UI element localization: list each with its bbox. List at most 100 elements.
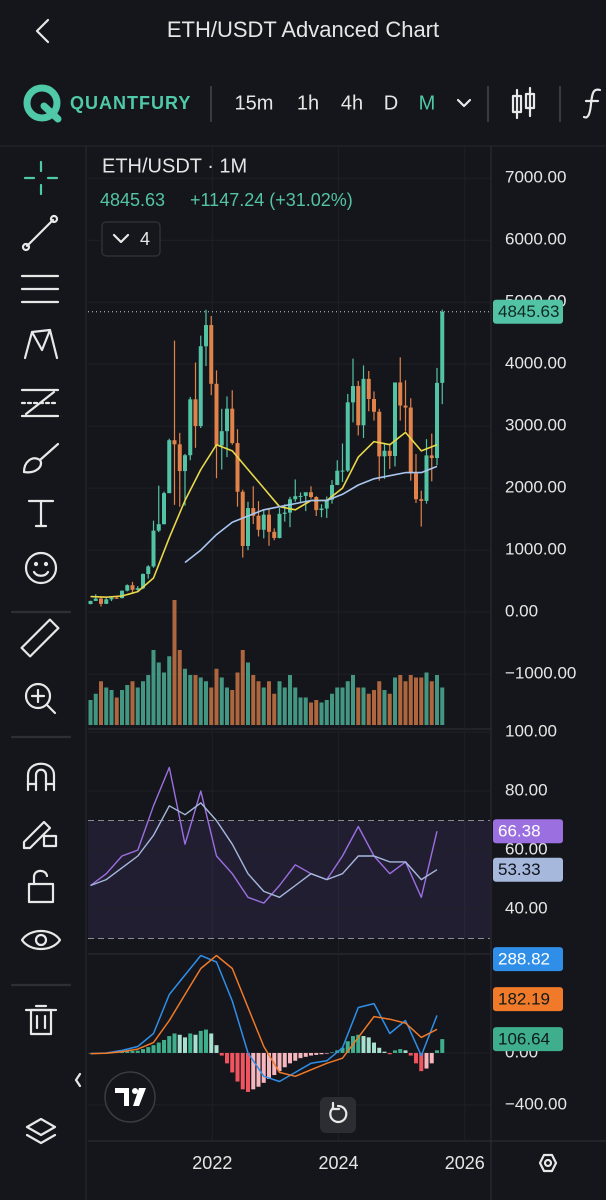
indicators-toggle[interactable] — [101, 221, 161, 257]
macd-histogram-bar — [167, 1036, 172, 1053]
last-value-tag-bg — [493, 857, 563, 882]
text-tool[interactable] — [27, 499, 55, 528]
crosshair-tool[interactable] — [23, 160, 59, 196]
lock-all-tool[interactable] — [27, 869, 55, 904]
candle-body — [99, 598, 103, 604]
volume-bar — [151, 650, 156, 725]
layers-tool[interactable] — [25, 1117, 57, 1145]
timeframe-button[interactable]: 15m — [235, 92, 274, 114]
volume-bar — [335, 687, 340, 725]
collapse-toolbar[interactable] — [74, 1072, 82, 1088]
candle-body — [372, 399, 376, 412]
volume-bar — [288, 675, 292, 725]
y-tick-label: 2000.00 — [505, 478, 566, 497]
indicators-button[interactable] — [582, 88, 602, 119]
legend-last: 4845.63 — [100, 190, 165, 210]
volume-bar — [361, 687, 366, 725]
macd-histogram-bar — [204, 1029, 208, 1053]
brand-logo — [23, 84, 62, 123]
volume-bar — [429, 681, 434, 725]
volume-bar — [309, 702, 313, 725]
macd-histogram-bar — [177, 1034, 182, 1053]
candle-body — [403, 405, 408, 408]
volume-bar — [104, 687, 109, 725]
tradingview-logo[interactable] — [104, 1071, 156, 1123]
y-tick-label: 100.00 — [505, 722, 557, 741]
candle-body — [398, 382, 403, 406]
macd-histogram-bar — [256, 1052, 261, 1087]
volume-bar — [303, 697, 308, 725]
trend-line-tool[interactable] — [21, 214, 59, 252]
volume-bar — [435, 675, 439, 725]
candle-body — [183, 455, 187, 472]
legend-change: +1147.24 (+31.02%) — [190, 190, 353, 210]
macd-histogram-bar — [382, 1051, 387, 1053]
last-value-tag-bg — [493, 947, 563, 972]
ruler-tool[interactable] — [20, 618, 60, 658]
macd-histogram-bar — [282, 1052, 287, 1068]
candle-body — [141, 573, 145, 589]
back-button[interactable] — [35, 18, 50, 44]
last-value-tag-text: 182.19 — [498, 990, 550, 1009]
lock-drawing-tool[interactable] — [22, 820, 58, 850]
volume-bar — [251, 675, 256, 725]
volume-bar — [272, 693, 277, 725]
chart-type-button[interactable] — [511, 86, 536, 120]
candle-body — [319, 508, 324, 511]
volume-bar — [240, 650, 245, 725]
timeframe-button[interactable]: 4h — [341, 92, 363, 114]
emoji-tool[interactable] — [24, 551, 58, 585]
macd-histogram-bar — [387, 1052, 392, 1055]
candle-body — [387, 450, 392, 456]
magnet-tool[interactable] — [26, 762, 56, 792]
volume-bar — [204, 681, 208, 725]
volume-bar — [393, 677, 397, 725]
last-value-tag: 106.64 — [493, 1027, 563, 1052]
last-value-tag-text: 53.33 — [498, 860, 541, 879]
volume-bar — [424, 672, 429, 725]
macd-histogram-bar — [188, 1033, 193, 1053]
candle-body — [93, 598, 98, 601]
more-timeframes[interactable] — [456, 98, 472, 108]
macd-histogram-bar — [340, 1047, 345, 1053]
candle-body — [298, 495, 303, 497]
legend-symbol: ETH/USDT · 1M — [102, 155, 247, 177]
candle-body — [303, 492, 308, 496]
zoom-tool[interactable] — [24, 682, 57, 715]
macd-histogram-bar — [330, 1052, 334, 1053]
volume-bar — [141, 681, 145, 725]
candle-body — [330, 485, 334, 500]
volume-bar — [387, 693, 392, 725]
volume-bar — [198, 677, 203, 725]
volume-bar — [230, 690, 235, 725]
brush-tool[interactable] — [22, 442, 60, 474]
volume-bar — [209, 687, 214, 725]
rsi-pane — [88, 731, 490, 940]
volume-bar — [130, 681, 135, 725]
timeframe-button[interactable]: D — [384, 92, 398, 114]
candle-body — [204, 325, 208, 347]
volume-bar — [88, 700, 93, 725]
last-value-tag-bg — [493, 819, 563, 844]
x-tick-label: 2024 — [319, 1153, 359, 1173]
reset-chart-button[interactable] — [320, 1097, 356, 1133]
macd-histogram-bar — [219, 1052, 224, 1056]
hide-tool[interactable] — [20, 929, 62, 951]
volume-bar — [314, 700, 319, 725]
volume-bar — [156, 662, 161, 725]
macd-histogram-bar — [130, 1051, 135, 1053]
volume-bar — [398, 675, 403, 725]
macd-histogram-bar — [309, 1052, 313, 1056]
pattern-tool[interactable] — [23, 328, 59, 360]
delete-tool[interactable] — [24, 1004, 58, 1036]
macd-histogram-bar — [361, 1036, 366, 1053]
parallel-lines-tool[interactable] — [20, 274, 60, 304]
settings-button[interactable] — [538, 1153, 558, 1173]
timeframe-button[interactable]: 1h — [297, 92, 319, 114]
volume-bar — [403, 681, 408, 725]
fib-tool[interactable] — [20, 388, 60, 418]
macd-histogram-bar — [246, 1052, 250, 1092]
candle-body — [309, 492, 313, 497]
timeframe-button[interactable]: M — [419, 92, 436, 114]
volume-bar — [282, 687, 287, 725]
